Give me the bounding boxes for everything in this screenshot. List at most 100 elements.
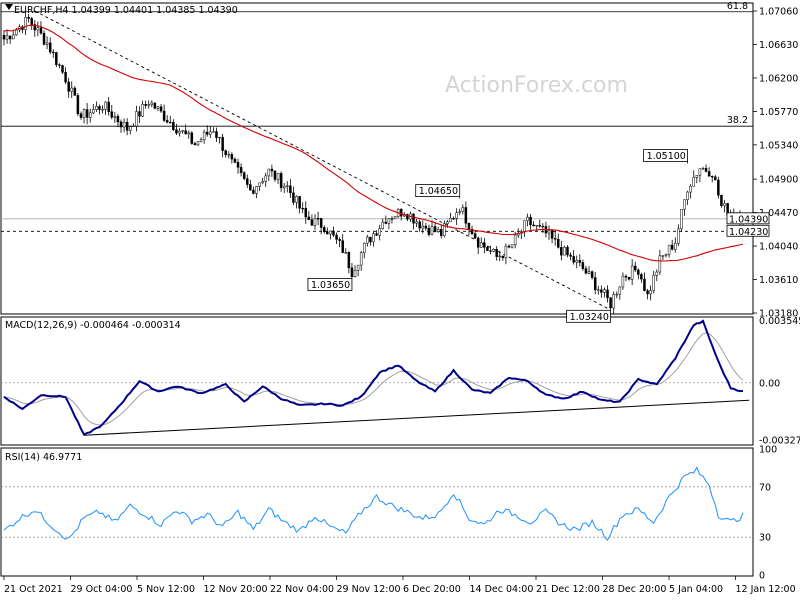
candle-body (541, 225, 545, 228)
candle-body (24, 17, 27, 30)
candle-body (677, 228, 680, 244)
macd-panel (0, 316, 754, 446)
annotation-label: 1.05100 (647, 151, 686, 162)
candle-body (415, 221, 418, 224)
symbol-icon (5, 4, 13, 10)
candle-body (461, 207, 465, 212)
candle-body (698, 168, 702, 176)
candle-body (79, 113, 83, 118)
candle-body (169, 121, 172, 124)
candle-body (670, 244, 674, 250)
candle-body (615, 293, 619, 296)
candle-body (609, 297, 612, 309)
candle-body (298, 196, 301, 209)
candle-body (378, 228, 381, 236)
candle-body (184, 130, 187, 135)
candle-body (372, 233, 375, 243)
candle-body (193, 143, 197, 146)
candle-body (8, 35, 12, 40)
price-tick-label: 1.06630 (759, 40, 798, 51)
candle-body (538, 224, 542, 227)
candle-body (119, 121, 123, 128)
candle-body (61, 65, 64, 73)
candle-body (643, 278, 646, 291)
candle-body (92, 109, 95, 114)
candle-body (199, 139, 203, 142)
candle-body (122, 121, 126, 128)
candle-body (646, 290, 649, 295)
candle-body (264, 175, 267, 182)
x-tick-label: 5 Jan 04:00 (669, 584, 723, 595)
candle-body (39, 27, 43, 34)
support-price-tag-box (726, 224, 770, 237)
rsi-tick-label: 0 (759, 571, 765, 582)
candle-body (427, 227, 431, 235)
macd-label: MACD(12,26,9) -0.000464 -0.000314 (5, 320, 181, 331)
rsi-tick-label: 30 (759, 533, 771, 544)
candle-body (205, 131, 209, 135)
candle-body (181, 130, 184, 132)
candle-body (27, 17, 30, 19)
price-tick-label: 1.04900 (759, 175, 798, 186)
candle-body (470, 229, 474, 234)
symbol-header: EURCHF,H4 1.04399 1.04401 1.04385 1.0439… (14, 5, 238, 16)
annotation-box (307, 278, 353, 291)
price-tick-label: 1.07060 (759, 7, 798, 18)
candle-body (504, 245, 508, 259)
candle-body (42, 32, 46, 45)
candle-body (138, 111, 141, 117)
candle-body (221, 136, 224, 151)
candle-body (510, 244, 514, 248)
candle-body (406, 214, 409, 220)
moving-average-line (3, 24, 744, 262)
candle-body (233, 158, 237, 163)
candle-body (476, 237, 480, 248)
candle-body (375, 233, 378, 236)
annotation-box (643, 149, 688, 162)
candle-body (593, 277, 597, 291)
candle-body (495, 249, 498, 257)
candle-body (150, 102, 154, 105)
candle-body (572, 256, 575, 263)
candle-body (258, 182, 261, 187)
candle-body (486, 247, 489, 251)
candle-body (535, 224, 538, 227)
candle-body (261, 181, 264, 184)
candle-body (624, 275, 628, 278)
candle-body (319, 218, 323, 228)
candle-body (710, 176, 714, 178)
annotation-box (415, 184, 461, 197)
candle-body (597, 289, 600, 291)
candle-body (464, 207, 468, 224)
current-price-tag: 1.04390 (729, 214, 768, 225)
candle-body (30, 18, 33, 25)
candle-body (209, 131, 212, 135)
candle-body (301, 207, 304, 210)
candle-body (630, 265, 634, 280)
candle-body (252, 189, 255, 194)
candle-body (433, 226, 437, 232)
candle-body (390, 218, 394, 220)
rsi-line (3, 466, 744, 542)
price-tick-label: 1.05770 (759, 107, 798, 118)
candle-body (467, 222, 471, 230)
candle-body (304, 207, 308, 218)
candle-body (430, 226, 434, 235)
candle-body (178, 131, 181, 134)
candle-body (326, 231, 329, 235)
candle-body (36, 27, 40, 31)
candle-body (578, 260, 582, 263)
annotation-box (566, 309, 611, 323)
candle-body (560, 247, 563, 256)
candle-body (418, 221, 421, 229)
candle-body (70, 87, 73, 92)
candle-body (455, 212, 458, 219)
candle-body (680, 208, 683, 230)
rsi-label: RSI(14) 46.9771 (5, 452, 82, 463)
candle-body (236, 162, 240, 168)
candle-body (566, 246, 569, 256)
macd-line (3, 319, 744, 436)
candle-body (289, 185, 292, 194)
candle-body (82, 109, 86, 118)
